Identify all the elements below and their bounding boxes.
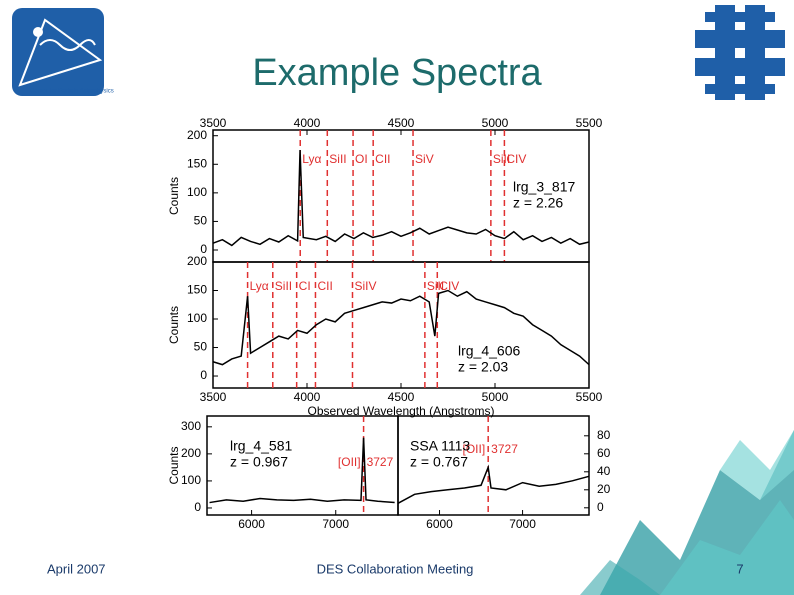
x-tick-label: 5000 (482, 116, 509, 130)
line-label: [OII] (463, 442, 486, 456)
spectrum (397, 464, 590, 504)
y-tick-label: 0 (200, 242, 207, 256)
line-rest-wavelength: 3727 (367, 455, 394, 469)
object-name: lrg_4_606 (458, 343, 520, 359)
x-tick-label: 7000 (509, 517, 536, 531)
x-tick-label: 6000 (426, 517, 453, 531)
x-axis-label: Observed Wavelength (Angstroms) (308, 404, 495, 418)
background-art (580, 430, 794, 595)
line-label: CII (375, 152, 390, 166)
redshift: z = 2.03 (458, 359, 508, 375)
x-tick-label: 5500 (576, 390, 603, 404)
y-tick-label: 200 (187, 254, 207, 268)
x-tick-label: 3500 (200, 390, 227, 404)
slide-title: Example Spectra (252, 52, 542, 94)
y-tick-label: 0 (200, 368, 207, 382)
y-tick-label: 80 (597, 428, 611, 442)
line-label: CI (299, 279, 311, 293)
redshift: z = 0.767 (410, 454, 468, 470)
spectrum (212, 149, 590, 247)
x-tick-label: 4500 (388, 390, 415, 404)
y-tick-label: 150 (187, 283, 207, 297)
y-tick-label: 60 (597, 446, 611, 460)
y-tick-label: 0 (194, 500, 201, 514)
y-tick-label: 100 (187, 311, 207, 325)
x-tick-label: 4000 (294, 390, 321, 404)
x-tick-label: 5000 (482, 390, 509, 404)
line-label: SiII (329, 152, 346, 166)
object-name: lrg_3_817 (513, 179, 575, 195)
y-tick-label: 100 (181, 473, 201, 487)
y-tick-label: 100 (187, 185, 207, 199)
y-axis-label: Counts (167, 306, 181, 344)
y-tick-label: 0 (597, 500, 604, 514)
page-number: 7 (736, 561, 743, 576)
y-tick-label: 50 (194, 340, 208, 354)
footer-meeting: DES Collaboration Meeting (317, 561, 474, 576)
line-label: [OII] (338, 455, 361, 469)
fermilab-logo (695, 5, 785, 100)
y-tick-label: 50 (194, 214, 208, 228)
line-label: OI (355, 152, 368, 166)
line-label: SiIV (354, 279, 376, 293)
footer-date: April 2007 (47, 561, 106, 576)
line-rest-wavelength: 3727 (491, 442, 518, 456)
spectrum (209, 437, 395, 504)
x-tick-label: 4000 (294, 116, 321, 130)
logo-text: Center for Particle Astrophysics (30, 89, 114, 95)
line-label: SiV (415, 152, 434, 166)
y-tick-label: 150 (187, 156, 207, 170)
x-tick-label: 3500 (200, 116, 227, 130)
line-label: CIV (506, 152, 526, 166)
object-name: lrg_4_581 (230, 438, 292, 454)
line-label: Lyα (250, 279, 269, 293)
y-tick-label: 40 (597, 464, 611, 478)
plot-frame (397, 415, 590, 516)
y-tick-label: 300 (181, 419, 201, 433)
x-tick-label: 7000 (322, 517, 349, 531)
object-name: SSA 1113 (410, 438, 470, 454)
y-axis-label: Counts (167, 177, 181, 215)
x-tick-label: 5500 (576, 116, 603, 130)
line-label: Lyα (302, 152, 321, 166)
redshift: z = 0.967 (230, 454, 288, 470)
y-tick-label: 200 (181, 446, 201, 460)
redshift: z = 2.26 (513, 195, 563, 211)
cpa-logo: Center for Particle Astrophysics (12, 8, 114, 96)
line-label: SiII (275, 279, 292, 293)
line-label: SiII (493, 152, 510, 166)
x-tick-label: 4500 (388, 116, 415, 130)
y-tick-label: 200 (187, 128, 207, 142)
line-label: CII (317, 279, 332, 293)
y-tick-label: 20 (597, 482, 611, 496)
y-axis-label: Counts (167, 446, 181, 484)
spectrum (212, 289, 590, 366)
line-label: SiII (427, 279, 444, 293)
line-label: CIV (439, 279, 459, 293)
x-tick-label: 6000 (238, 517, 265, 531)
